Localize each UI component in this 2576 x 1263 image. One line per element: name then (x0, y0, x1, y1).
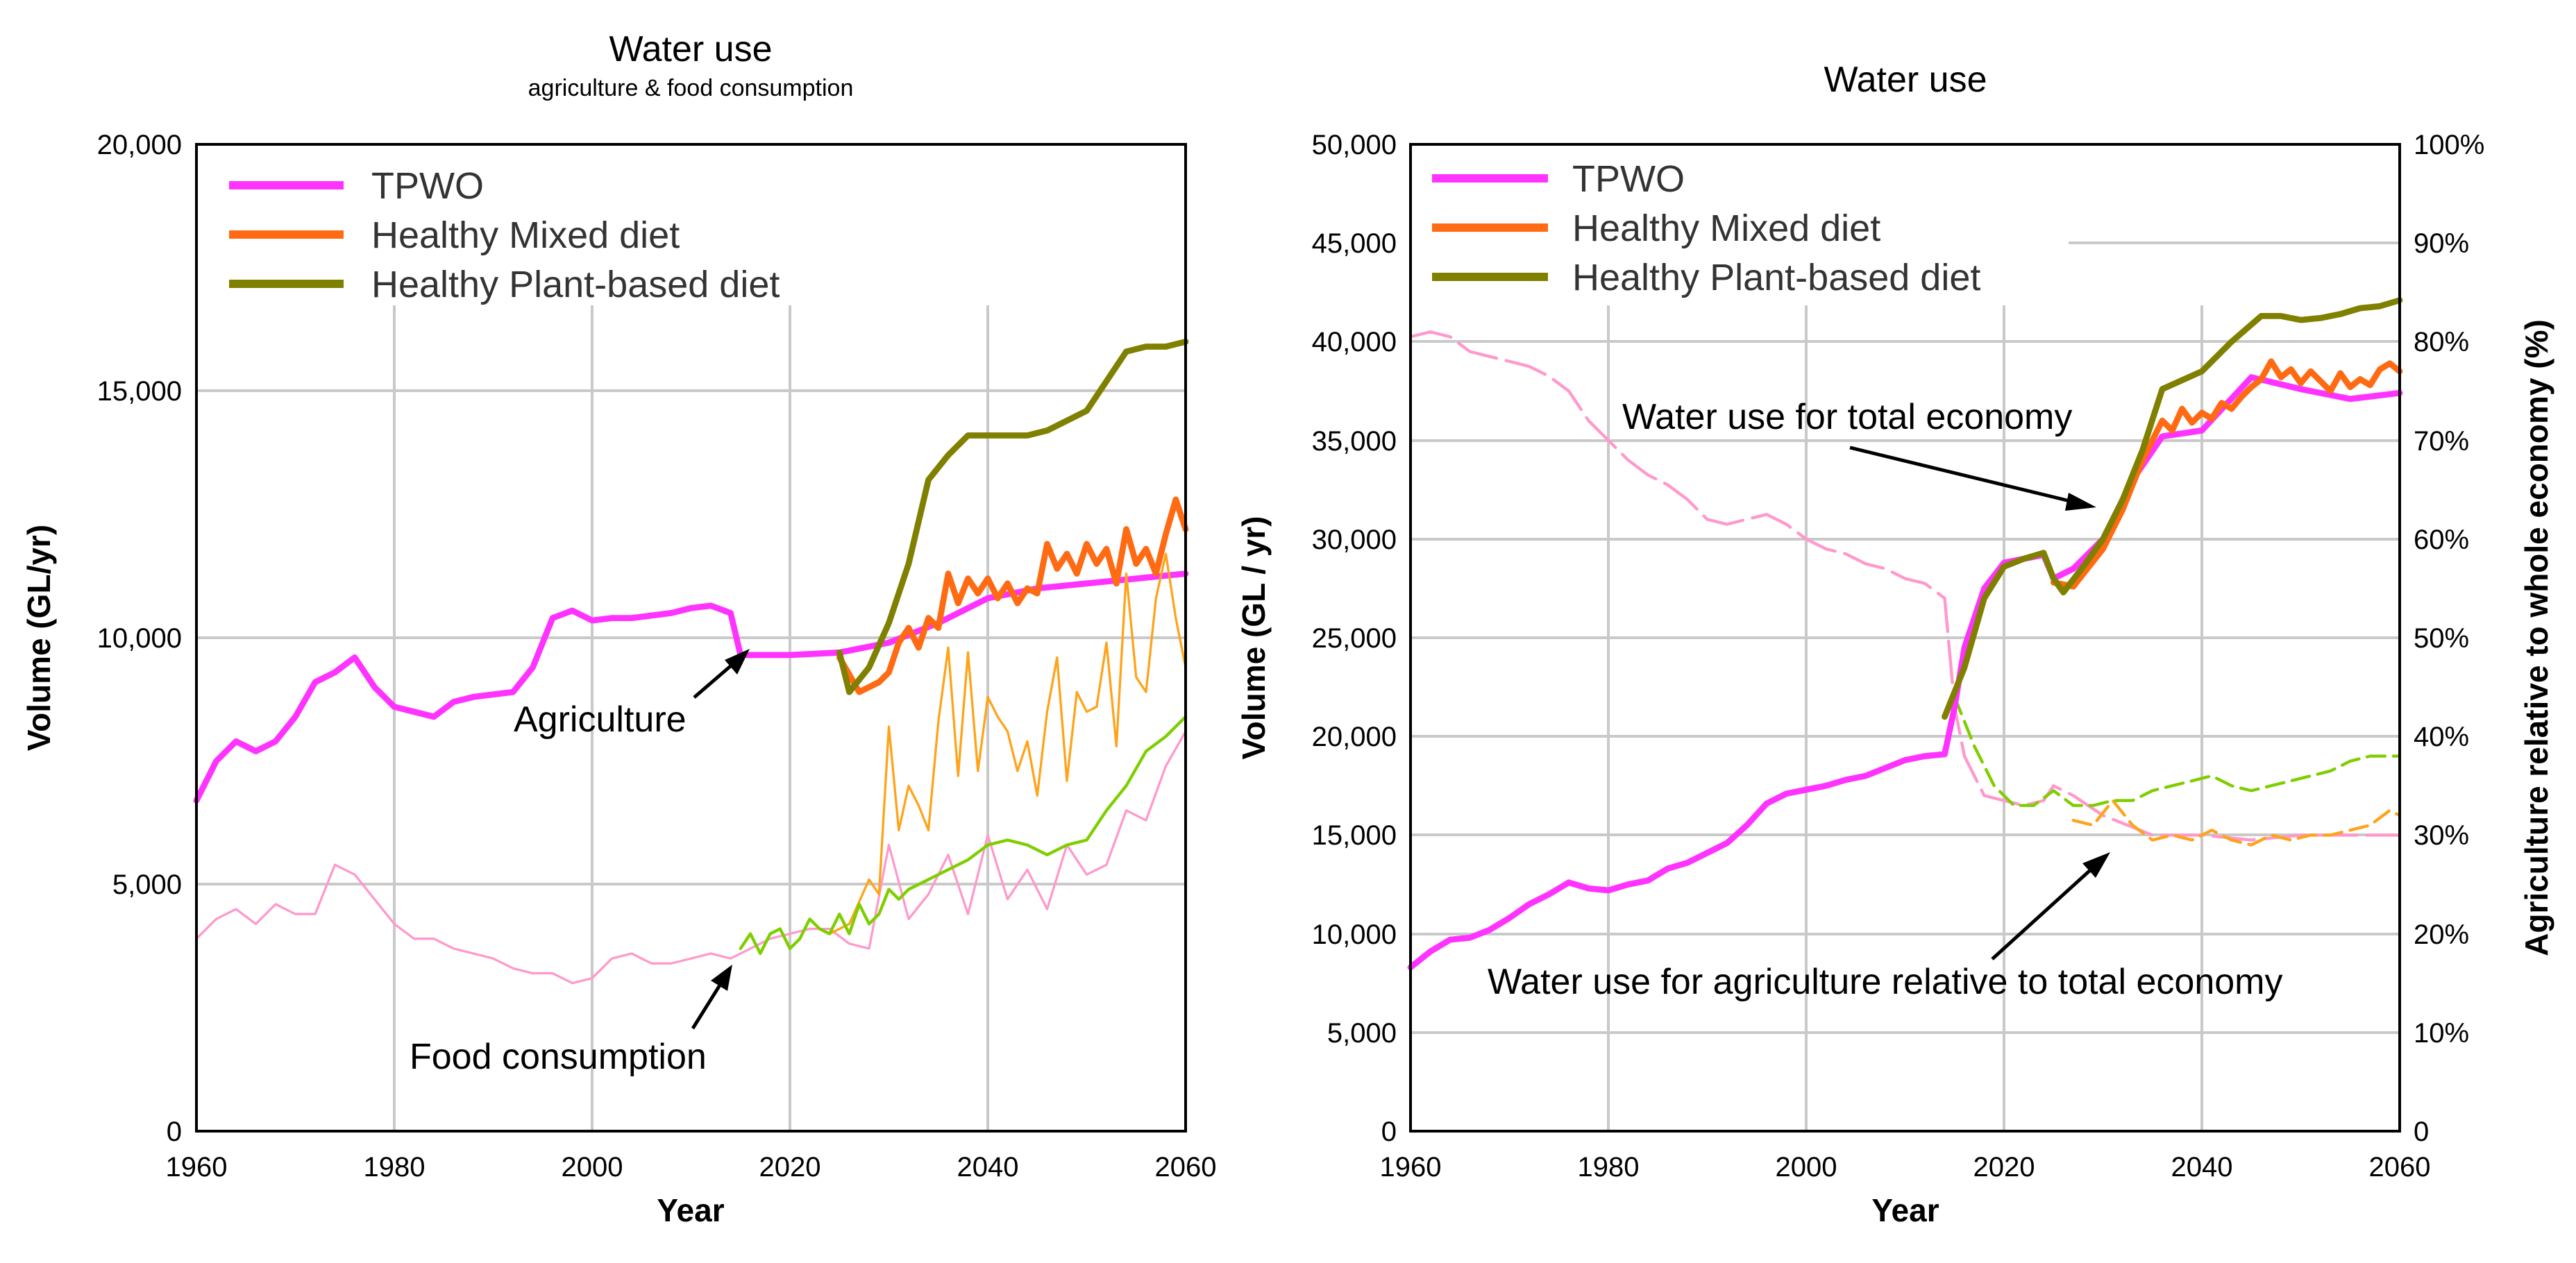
plant-diet-agriculture-share-line (1953, 695, 2402, 807)
annotation-agriculture-arrow (693, 661, 736, 699)
chart-left-x-ticks: 1960 1980 2000 2020 2040 2060 (166, 1152, 1217, 1183)
annotation-food-consumption-arrowhead (711, 965, 732, 991)
legend-plant-label: Healthy Plant-based diet (371, 264, 780, 305)
x-tick-label: 1980 (364, 1152, 426, 1183)
y2-tick-label: 0 (2414, 1117, 2429, 1147)
mixed-diet-agriculture-share-line (2071, 799, 2402, 847)
tpwo-total-economy-line (1407, 374, 2403, 971)
x-tick-label: 2060 (1155, 1152, 1217, 1183)
y-tick-label: 25,000 (1312, 623, 1397, 654)
chart-right-y-ticks: 0 5,000 10,000 15,000 20,000 25,000 30,0… (1312, 130, 1397, 1147)
y-tick-label: 20,000 (1312, 722, 1397, 752)
y-tick-label: 0 (167, 1117, 182, 1147)
tpwo-agriculture-line (193, 570, 1189, 804)
chart-right-frame (1409, 143, 2401, 1133)
chart-left-y-ticks: 0 5,000 10,000 15,000 20,000 (97, 130, 182, 1147)
x-tick-label: 2020 (1973, 1152, 2035, 1183)
mixed-diet-agriculture-line (836, 496, 1189, 695)
x-tick-label: 2040 (957, 1152, 1019, 1183)
annotation-agriculture-relative-arrow (1991, 870, 2091, 960)
y2-tick-label: 30% (2414, 820, 2469, 851)
y2-tick-label: 20% (2414, 919, 2469, 950)
y-tick-label: 0 (1381, 1117, 1397, 1147)
annotation-agriculture-relative-arrowhead (2082, 852, 2110, 878)
legend-plant-label: Healthy Plant-based diet (1572, 257, 1980, 298)
annotation-agriculture-relative: Water use for agriculture relative to to… (1488, 962, 2282, 1002)
chart-left-x-axis-label: Year (657, 1192, 724, 1228)
annotation-food-consumption-arrow (691, 983, 723, 1030)
y2-tick-label: 90% (2414, 228, 2469, 259)
annotation-total-economy-arrowhead (2065, 493, 2096, 511)
plant-diet-total-economy-line (1942, 297, 2403, 720)
annotation-total-economy: Water use for total economy (1622, 397, 2072, 437)
annotation-food-consumption: Food consumption (410, 1037, 707, 1077)
chart-right-y2-axis-label: Agriculture relative to whole economy (%… (2518, 319, 2554, 956)
y-tick-label: 45,000 (1312, 228, 1397, 259)
x-tick-label: 2060 (2369, 1152, 2431, 1183)
y-tick-label: 5,000 (112, 870, 182, 900)
y2-tick-label: 100% (2414, 130, 2484, 160)
chart-right-y-axis-label: Volume (GL / yr) (1236, 516, 1272, 759)
y-tick-label: 15,000 (97, 376, 182, 407)
x-tick-label: 2000 (562, 1152, 623, 1183)
chart-left-frame (195, 143, 1187, 1133)
y2-tick-label: 50% (2414, 623, 2469, 654)
y2-tick-label: 70% (2414, 426, 2469, 457)
y-tick-label: 5,000 (1327, 1018, 1397, 1049)
legend-mixed-label: Healthy Mixed diet (371, 214, 680, 256)
legend-mixed-label: Healthy Mixed diet (1572, 207, 1880, 249)
y-tick-label: 20,000 (97, 130, 182, 160)
chart-right-annotations: Water use for total economy Water use fo… (1488, 397, 2282, 1002)
chart-left-gridlines (196, 305, 1186, 1131)
chart-right-x-axis-label: Year (1871, 1192, 1939, 1228)
chart-left: Water use agriculture & food consumption… (21, 29, 1216, 1228)
x-tick-label: 1980 (1578, 1152, 1640, 1183)
y2-tick-label: 10% (2414, 1018, 2469, 1049)
y-tick-label: 30,000 (1312, 525, 1397, 555)
x-tick-label: 1960 (1380, 1152, 1442, 1183)
chart-left-y-axis-label: Volume (GL/yr) (21, 525, 57, 751)
plant-diet-food-consumption-line (739, 715, 1188, 956)
mixed-diet-food-consumption-line (828, 552, 1187, 935)
chart-right-x-ticks: 1960 1980 2000 2020 2040 2060 (1380, 1152, 2431, 1183)
chart-left-legend: TPWO Healthy Mixed diet Healthy Plant-ba… (229, 165, 780, 305)
annotation-agriculture-arrowhead (725, 649, 750, 675)
x-tick-label: 2000 (1776, 1152, 1837, 1183)
chart-left-series (193, 338, 1189, 985)
chart-left-title: Water use (609, 29, 772, 69)
chart-right-title: Water use (1824, 60, 1987, 100)
x-tick-label: 2020 (759, 1152, 821, 1183)
chart-right-gridlines (1411, 241, 2400, 1131)
chart-right-legend: TPWO Healthy Mixed diet Healthy Plant-ba… (1432, 158, 1980, 298)
y-tick-label: 10,000 (1312, 919, 1397, 950)
annotation-agriculture: Agriculture (514, 700, 687, 740)
y2-tick-label: 40% (2414, 722, 2469, 752)
chart-left-annotations: Agriculture Food consumption (410, 649, 750, 1077)
chart-right: Water use TPWO (1236, 60, 2554, 1228)
y-tick-label: 15,000 (1312, 820, 1397, 851)
legend-tpwo-label: TPWO (1572, 158, 1685, 200)
y-tick-label: 40,000 (1312, 327, 1397, 357)
y2-tick-label: 80% (2414, 327, 2469, 357)
mixed-diet-total-economy-line (2050, 358, 2403, 590)
plant-diet-agriculture-line (836, 338, 1189, 695)
y-tick-label: 35,000 (1312, 426, 1397, 457)
chart-right-series (1407, 297, 2403, 971)
chart-left-subtitle: agriculture & food consumption (528, 75, 854, 101)
y-tick-label: 10,000 (97, 623, 182, 654)
y2-tick-label: 60% (2414, 525, 2469, 555)
tpwo-agriculture-share-line (1408, 330, 2402, 842)
tpwo-food-consumption-line (195, 730, 1187, 985)
chart-right-y2-ticks: 0 10% 20% 30% 40% 50% 60% 70% 80% 90% 10… (2414, 130, 2484, 1147)
y-tick-label: 50,000 (1312, 130, 1397, 160)
legend-tpwo-label: TPWO (371, 165, 484, 207)
x-tick-label: 2040 (2171, 1152, 2233, 1183)
annotation-total-economy-arrow (1849, 446, 2071, 503)
x-tick-label: 1960 (166, 1152, 228, 1183)
